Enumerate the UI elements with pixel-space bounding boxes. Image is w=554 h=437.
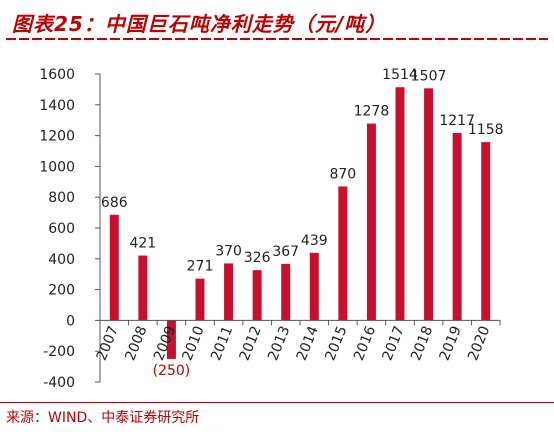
x-axis: 2007 2008 2009 2010 2011 2012 2013 2014 2015 2016… xyxy=(94,319,501,363)
x-tick-label: 2019 xyxy=(437,324,465,363)
x-tick-label: 2007 xyxy=(94,324,122,363)
title-divider xyxy=(6,38,548,40)
x-tick-label: 2012 xyxy=(237,324,265,363)
y-tick-label: -400 xyxy=(43,375,75,391)
data-label: 370 xyxy=(215,243,242,259)
data-label: 271 xyxy=(187,259,214,275)
bar xyxy=(281,263,291,321)
bars xyxy=(109,87,491,359)
y-tick-label: 600 xyxy=(48,221,75,237)
bar xyxy=(309,252,319,321)
data-label: 1158 xyxy=(468,122,504,138)
data-label: 421 xyxy=(129,236,156,252)
x-tick-label: 2011 xyxy=(208,324,236,363)
bar xyxy=(224,263,234,321)
y-tick-label: 1000 xyxy=(39,159,75,175)
bar xyxy=(395,87,405,321)
title-bar: 图表25：中国巨石吨净利走势（元/吨） xyxy=(6,6,548,40)
data-label: 1217 xyxy=(439,113,475,129)
data-label: 439 xyxy=(301,233,328,249)
data-label: 1278 xyxy=(354,104,390,120)
data-label: 870 xyxy=(329,166,356,182)
x-tick-label: 2017 xyxy=(380,324,408,363)
y-tick-label: 400 xyxy=(48,252,75,268)
bar xyxy=(252,270,262,321)
chart-title: 图表25：中国巨石吨净利走势（元/吨） xyxy=(12,12,387,36)
x-tick-label: 2018 xyxy=(408,324,436,363)
data-label: 367 xyxy=(272,244,299,260)
x-tick-label: 2016 xyxy=(351,324,379,363)
x-tick-label: 2020 xyxy=(465,324,493,363)
bar xyxy=(452,132,462,321)
bar xyxy=(109,214,119,321)
data-label: 326 xyxy=(244,250,271,266)
data-label: (250) xyxy=(153,363,191,379)
x-tick-label: 2014 xyxy=(294,324,322,363)
source-note: 来源：WIND、中泰证券研究所 xyxy=(6,410,200,426)
x-tick-label: 2015 xyxy=(322,324,350,363)
data-label: 686 xyxy=(101,195,128,211)
bar xyxy=(166,320,176,359)
footer-divider xyxy=(0,402,554,403)
bar xyxy=(481,142,491,321)
x-tick-label: 2008 xyxy=(122,324,150,363)
x-tick-label: 2010 xyxy=(180,324,208,363)
bar-chart: 1600 1400 1200 1000 800 600 400 200 0 -200 -400 20… xyxy=(39,67,504,391)
y-tick-label: -200 xyxy=(43,344,75,360)
y-tick-label: 0 xyxy=(66,313,75,329)
bar xyxy=(338,186,348,321)
y-tick-label: 200 xyxy=(48,283,75,299)
y-tick-label: 1600 xyxy=(39,67,75,83)
data-label: 1507 xyxy=(411,68,447,84)
bar xyxy=(424,88,434,321)
y-tick-label: 1400 xyxy=(39,98,75,114)
bar xyxy=(138,255,148,321)
x-tick-label: 2013 xyxy=(265,324,293,363)
y-tick-label: 1200 xyxy=(39,129,75,145)
y-tick-label: 800 xyxy=(48,190,75,206)
data-label: 1514 xyxy=(382,67,418,83)
bar xyxy=(195,278,205,321)
y-axis: 1600 1400 1200 1000 800 600 400 200 0 -200 -400 xyxy=(39,67,101,391)
bar xyxy=(366,123,376,321)
